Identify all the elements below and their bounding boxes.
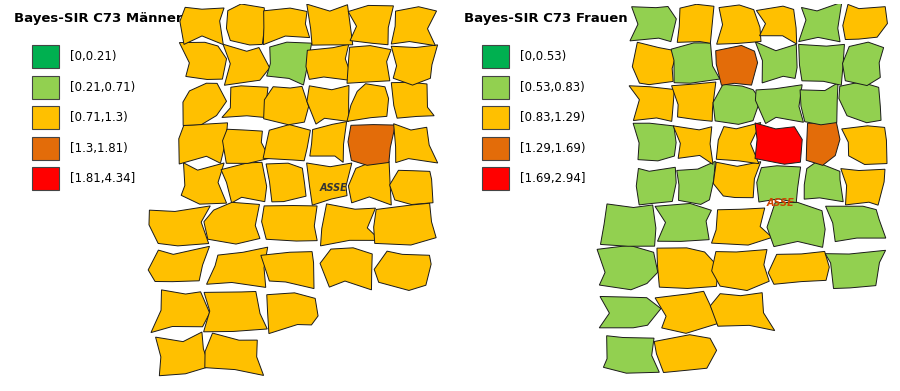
FancyBboxPatch shape	[32, 106, 58, 129]
Text: [1.3,1.81): [1.3,1.81)	[70, 142, 128, 155]
Text: Bayes-SIR C73 Frauen: Bayes-SIR C73 Frauen	[464, 12, 627, 25]
Text: [1.69,2.94]: [1.69,2.94]	[520, 172, 585, 185]
FancyBboxPatch shape	[482, 45, 508, 68]
Text: [0,0.53): [0,0.53)	[520, 50, 566, 63]
FancyBboxPatch shape	[32, 167, 58, 190]
FancyBboxPatch shape	[32, 76, 58, 99]
Text: Bayes-SIR C73 Männer: Bayes-SIR C73 Männer	[14, 12, 182, 25]
Text: [1.81,4.34]: [1.81,4.34]	[70, 172, 135, 185]
Text: [0.83,1.29): [0.83,1.29)	[520, 111, 585, 124]
FancyBboxPatch shape	[482, 76, 508, 99]
Text: [0,0.21): [0,0.21)	[70, 50, 116, 63]
FancyBboxPatch shape	[482, 167, 508, 190]
FancyBboxPatch shape	[482, 137, 508, 160]
FancyBboxPatch shape	[32, 45, 58, 68]
Text: [0.21,0.71): [0.21,0.71)	[70, 81, 135, 94]
Text: [1.29,1.69): [1.29,1.69)	[520, 142, 585, 155]
Text: [0.71,1.3): [0.71,1.3)	[70, 111, 128, 124]
FancyBboxPatch shape	[32, 137, 58, 160]
FancyBboxPatch shape	[482, 106, 508, 129]
Text: [0.53,0.83): [0.53,0.83)	[520, 81, 584, 94]
